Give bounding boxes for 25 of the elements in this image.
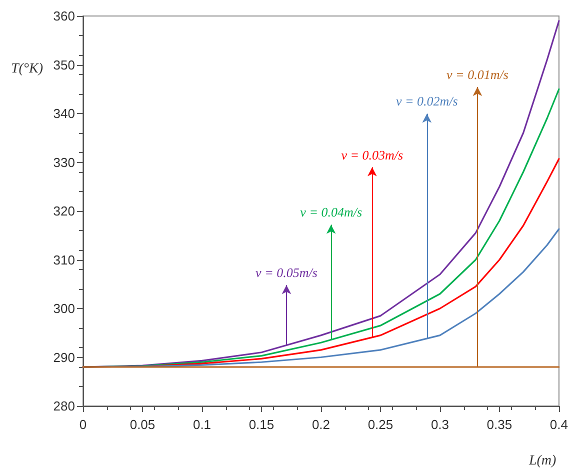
annotation: v = 0.05m/s: [256, 265, 318, 280]
y-tick-label: 300: [53, 301, 75, 316]
x-tick-label: 0: [79, 417, 87, 432]
annotation: v = 0.01m/s: [446, 67, 508, 82]
x-axis-title: L(m): [528, 454, 557, 468]
x-tick-label: 0.2: [312, 417, 330, 432]
x-tick-label: 0.05: [130, 417, 156, 432]
y-tick-label: 330: [53, 154, 75, 170]
x-tick-label: 0.15: [248, 417, 274, 432]
annotation: v = 0.03m/s: [341, 147, 404, 162]
x-tick-label: 0.1: [192, 417, 212, 432]
annotation: v = 0.04m/s: [300, 204, 362, 220]
y-tick-label: 360: [53, 8, 75, 24]
y-tick-label: 350: [53, 57, 75, 72]
y-axis-title: T(°K): [10, 62, 44, 76]
x-tick-label: 0.35: [486, 417, 512, 432]
y-tick-label: 320: [53, 204, 75, 218]
y-tick-label: 310: [53, 252, 75, 268]
x-tick-label: 0.3: [430, 417, 450, 432]
y-tick-label: 340: [53, 106, 75, 121]
y-tick-label: 280: [53, 398, 75, 414]
y-tick-label: 290: [53, 350, 75, 365]
annotation: v = 0.02m/s: [396, 94, 458, 109]
x-tick-label: 0.25: [368, 417, 394, 432]
x-tick-label: 0.4: [550, 417, 568, 432]
